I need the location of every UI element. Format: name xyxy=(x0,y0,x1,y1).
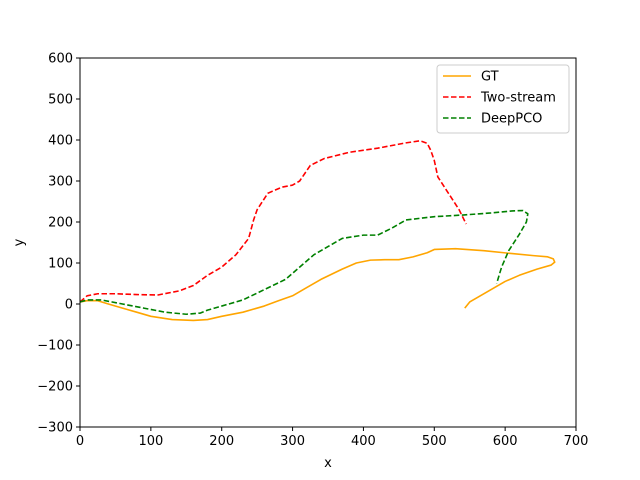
axes: 0 100 200 300 400 500 600 700 −300 −200 −100 0 100 20… xyxy=(37,52,588,450)
y-axis-label: y xyxy=(12,238,27,246)
legend-label: DeepPCO xyxy=(481,112,542,127)
x-tick-label: 100 xyxy=(138,434,163,449)
legend-label: GT xyxy=(481,70,499,85)
legend: GT Two-stream DeepPCO xyxy=(436,64,570,134)
x-tick-label: 600 xyxy=(493,434,518,449)
y-tick-label: 500 xyxy=(48,93,73,108)
plot-frame xyxy=(79,57,577,428)
y-tick-label: −300 xyxy=(37,421,73,436)
x-tick-label: 700 xyxy=(564,434,589,449)
y-tick-label: 100 xyxy=(48,257,73,272)
y-tick-label: −200 xyxy=(37,380,73,395)
y-tick-label: 200 xyxy=(48,216,73,231)
x-tick-label: 300 xyxy=(280,434,305,449)
x-tick-label: 0 xyxy=(76,434,84,449)
x-tick-label: 500 xyxy=(422,434,447,449)
legend-box xyxy=(436,64,570,134)
x-axis-label: x xyxy=(324,456,332,471)
legend-label: Two-stream xyxy=(480,91,556,106)
y-tick-label: 300 xyxy=(48,175,73,190)
y-tick-label: 400 xyxy=(48,134,73,149)
y-tick-label: 0 xyxy=(65,298,73,313)
x-tick-label: 200 xyxy=(209,434,234,449)
plot-area xyxy=(79,140,556,322)
y-tick-label: −100 xyxy=(37,339,73,354)
x-tick-label: 400 xyxy=(351,434,376,449)
y-tick-label: 600 xyxy=(48,52,73,67)
series-line-two-stream xyxy=(79,140,467,303)
series-line-gt xyxy=(79,247,556,322)
series-line-deeppco xyxy=(79,209,529,316)
